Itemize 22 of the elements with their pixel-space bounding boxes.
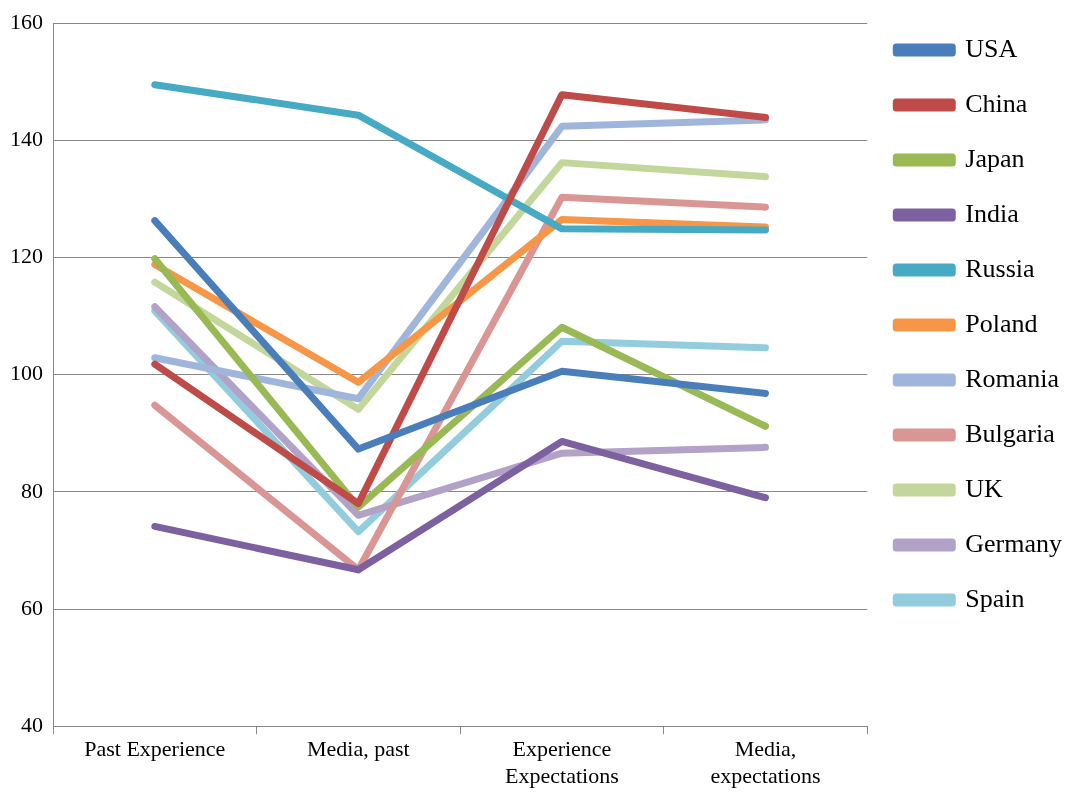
y-tick-label: 60 — [21, 594, 43, 620]
y-tick-label: 160 — [10, 8, 43, 34]
legend-label: Bulgaria — [965, 418, 1056, 448]
legend-label: China — [965, 88, 1028, 118]
y-tick-label: 140 — [10, 126, 43, 152]
legend-label: India — [965, 198, 1020, 228]
y-tick-label: 80 — [21, 477, 43, 503]
legend-label: Poland — [965, 308, 1038, 338]
legend-label: Romania — [965, 363, 1060, 393]
x-tick-label: Media, expectations — [710, 736, 821, 788]
x-tick-label: Media, past — [307, 736, 410, 762]
y-tick-label: 120 — [10, 243, 43, 269]
x-tick-label: Experience Expectations — [505, 736, 619, 788]
x-tick-label: Past Experience — [84, 736, 226, 762]
legend-label: Japan — [965, 143, 1025, 173]
legend-label: Spain — [965, 583, 1025, 613]
y-tick-label: 100 — [10, 360, 43, 386]
legend-label: Russia — [965, 253, 1036, 283]
legend-label: UK — [965, 473, 1004, 503]
y-tick-label: 40 — [21, 711, 43, 737]
legend-label: Germany — [965, 528, 1063, 558]
legend-label: USA — [965, 33, 1018, 63]
